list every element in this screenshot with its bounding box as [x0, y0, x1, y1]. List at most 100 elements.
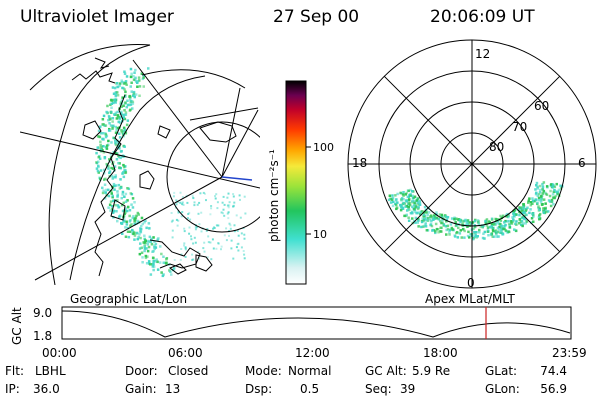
polar-aurora-speck	[487, 234, 490, 237]
polar-aurora-speck	[497, 228, 501, 231]
time-tick-0000: 00:00	[42, 346, 77, 360]
map-aurora-speck	[210, 258, 213, 261]
map-aurora-speck	[113, 165, 117, 168]
map-aurora-speck	[118, 84, 121, 87]
map-aurora-speck	[124, 226, 127, 229]
map-aurora-speck	[244, 212, 247, 215]
polar-aurora-speck	[538, 212, 542, 216]
polar-aurora-speck	[506, 220, 509, 223]
map-aurora-speck	[129, 192, 132, 195]
polar-lat-80: 80	[489, 140, 504, 154]
map-aurora-speck	[105, 110, 108, 114]
polar-aurora-speck	[432, 217, 435, 221]
polar-aurora-speck	[512, 219, 515, 222]
polar-aurora-speck	[521, 215, 525, 219]
polar-aurora-speck	[544, 192, 548, 196]
time-tick-0600: 06:00	[168, 346, 203, 360]
map-aurora-speck	[111, 194, 114, 198]
polar-aurora-speck	[465, 221, 469, 225]
polar-aurora-speck	[557, 188, 561, 192]
map-aurora-speck	[240, 246, 243, 249]
map-aurora-speck	[192, 242, 195, 245]
map-aurora-speck	[236, 230, 239, 232]
polar-aurora-speck	[450, 226, 454, 230]
map-aurora-speck	[205, 199, 207, 202]
polar-aurora-speck	[541, 185, 545, 188]
polar-aurora-speck	[471, 221, 475, 224]
map-aurora-speck	[217, 224, 220, 227]
altitude-frame	[61, 306, 572, 340]
polar-lat-70: 70	[512, 120, 527, 134]
polar-aurora-speck	[514, 222, 517, 226]
map-aurora-speck	[232, 195, 235, 198]
map-aurora-speck	[198, 201, 201, 204]
map-aurora-speck	[116, 91, 119, 94]
map-aurora-speck	[139, 236, 142, 240]
map-aurora-speck	[124, 235, 128, 238]
polar-aurora-speck	[494, 223, 497, 226]
polar-aurora-speck	[411, 194, 414, 198]
map-aurora-speck	[122, 116, 125, 119]
map-aurora-speck	[131, 216, 134, 220]
map-aurora-speck	[114, 143, 118, 147]
glat-value: 74.4	[540, 364, 567, 378]
polar-aurora-speck	[500, 216, 503, 219]
map-aurora-speck	[122, 171, 125, 174]
polar-aurora-speck	[530, 217, 534, 220]
map-aurora-speck	[133, 201, 136, 204]
polar-aurora-speck	[416, 207, 420, 211]
polar-aurora-speck	[461, 222, 464, 226]
polar-aurora-speck	[413, 207, 416, 211]
polar-aurora-speck	[434, 231, 437, 235]
polar-aurora-speck	[428, 217, 431, 220]
map-aurora-speck	[114, 94, 117, 98]
map-aurora-speck	[136, 211, 140, 215]
map-aurora-speck	[108, 118, 112, 121]
map-aurora-speck	[216, 201, 219, 204]
map-aurora-speck	[115, 158, 119, 161]
polar-aurora-speck	[448, 233, 451, 236]
polar-aurora-speck	[411, 200, 414, 203]
map-aurora-speck	[183, 230, 186, 233]
map-aurora-speck	[109, 153, 113, 156]
map-aurora-speck	[112, 175, 115, 179]
polar-aurora-speck	[472, 237, 475, 241]
map-aurora-speck	[113, 184, 116, 188]
polar-aurora-speck	[505, 215, 508, 218]
map-aurora-speck	[237, 249, 240, 252]
polar-aurora-speck	[407, 207, 410, 210]
map-aurora-speck	[112, 160, 115, 164]
map-aurora-speck	[192, 197, 195, 200]
polar-aurora-speck	[427, 216, 430, 220]
polar-aurora-speck	[409, 192, 412, 196]
map-aurora-speck	[211, 238, 214, 241]
polar-aurora-speck	[554, 194, 557, 198]
map-aurora-speck	[184, 248, 187, 251]
map-aurora-speck	[123, 219, 126, 222]
altitude-curve	[61, 310, 571, 338]
map-aurora-speck	[177, 211, 180, 214]
map-aurora-speck	[116, 198, 119, 202]
polar-aurora-speck	[396, 201, 399, 204]
map-aurora-speck	[217, 242, 220, 245]
polar-aurora-speck	[525, 213, 528, 217]
polar-aurora-speck	[418, 212, 422, 216]
map-aurora-speck	[108, 116, 111, 119]
map-aurora-speck	[144, 238, 147, 242]
map-aurora-speck	[133, 94, 136, 97]
map-aurora-speck	[130, 223, 133, 226]
map-aurora-speck	[193, 201, 196, 204]
map-aurora-speck	[125, 75, 129, 78]
map-aurora-speck	[243, 195, 246, 198]
polar-aurora-speck	[507, 222, 511, 226]
polar-aurora-speck	[535, 181, 539, 185]
map-aurora-speck	[97, 171, 100, 174]
map-aurora-speck	[129, 67, 133, 71]
polar-aurora-speck	[430, 219, 433, 223]
polar-aurora-speck	[542, 181, 546, 184]
polar-aurora-speck	[424, 216, 428, 220]
map-aurora-speck	[123, 128, 127, 132]
map-aurora-speck	[129, 75, 133, 79]
polar-aurora-speck	[520, 219, 524, 223]
polar-aurora-speck	[411, 217, 414, 220]
